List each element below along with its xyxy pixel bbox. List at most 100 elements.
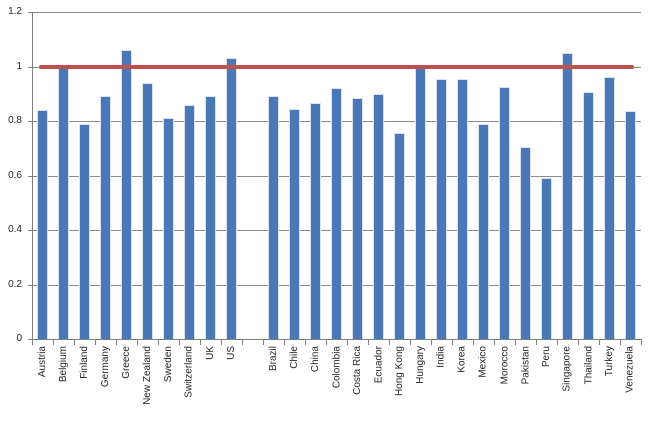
- bar: [604, 77, 615, 339]
- x-axis-label-text: New Zealand: [142, 346, 153, 405]
- x-tick: [158, 339, 159, 345]
- x-axis-label-text: Belgium: [58, 346, 69, 383]
- reference-line: [39, 65, 634, 69]
- x-axis-label: Ecuador: [372, 346, 386, 418]
- x-tick: [431, 339, 432, 345]
- x-axis-label: Hong Kong: [393, 346, 407, 418]
- x-axis-label: India: [435, 346, 449, 418]
- bar: [478, 124, 489, 339]
- x-tick: [116, 339, 117, 345]
- bar: [58, 67, 69, 339]
- y-axis-label: 1.2: [8, 6, 22, 17]
- x-axis-label-text: Venezuela: [625, 346, 636, 393]
- bar: [541, 178, 552, 339]
- x-axis-label-text: Hong Kong: [394, 346, 405, 397]
- y-axis-label: 0.8: [8, 115, 22, 126]
- x-axis-label: Brazil: [267, 346, 281, 418]
- x-tick: [53, 339, 54, 345]
- x-axis-label: Chile: [288, 346, 302, 418]
- bar: [352, 98, 363, 339]
- bar: [520, 147, 531, 339]
- x-axis-label: Belgium: [57, 346, 71, 418]
- x-tick: [263, 339, 264, 345]
- bar: [100, 96, 111, 339]
- x-axis-label-text: UK: [205, 346, 216, 360]
- bar: [436, 79, 447, 339]
- x-axis-label-text: Switzerland: [184, 346, 195, 398]
- x-tick: [284, 339, 285, 345]
- bar: [415, 68, 426, 339]
- x-axis-label: Pakistan: [519, 346, 533, 418]
- x-tick: [95, 339, 96, 345]
- x-tick: [389, 339, 390, 345]
- x-axis-label: Thailand: [582, 346, 596, 418]
- x-axis-label: China: [309, 346, 323, 418]
- bar: [625, 111, 636, 339]
- x-axis-label-text: China: [310, 346, 321, 373]
- bar: [583, 92, 594, 339]
- x-axis-line: [32, 339, 642, 340]
- x-axis-label: UK: [204, 346, 218, 418]
- bar: [226, 58, 237, 339]
- x-axis-label-text: Sweden: [163, 346, 174, 383]
- x-tick: [494, 339, 495, 345]
- x-tick: [452, 339, 453, 345]
- x-axis-label: Costa Rica: [351, 346, 365, 418]
- x-axis-label-text: Hungary: [415, 346, 426, 384]
- x-axis-label: Korea: [456, 346, 470, 418]
- x-tick: [137, 339, 138, 345]
- x-axis-label: Venezuela: [624, 346, 638, 418]
- x-axis-label: Sweden: [162, 346, 176, 418]
- x-axis-label-text: Singapore: [562, 346, 573, 392]
- y-axis-label: 0.4: [8, 224, 22, 235]
- x-axis-label-text: Thailand: [583, 346, 594, 385]
- x-tick: [578, 339, 579, 345]
- x-axis-label: Morocco: [498, 346, 512, 418]
- bar: [121, 50, 132, 339]
- x-axis-label-text: US: [226, 346, 237, 360]
- x-axis-label-text: Greece: [121, 346, 132, 379]
- x-tick: [473, 339, 474, 345]
- x-axis-label: Germany: [99, 346, 113, 418]
- x-tick: [179, 339, 180, 345]
- bar: [331, 88, 342, 339]
- x-axis-label-text: Finland: [79, 346, 90, 379]
- bar: [373, 94, 384, 339]
- x-axis-label: Mexico: [477, 346, 491, 418]
- x-axis-label-text: Ecuador: [373, 346, 384, 384]
- x-axis-label: Colombia: [330, 346, 344, 418]
- x-axis-label-text: Colombia: [331, 346, 342, 389]
- bar: [205, 96, 216, 339]
- x-tick: [74, 339, 75, 345]
- x-tick: [515, 339, 516, 345]
- x-axis-label-text: Morocco: [499, 346, 510, 385]
- x-axis-label-text: Germany: [100, 346, 111, 388]
- y-axis-label: 1: [16, 61, 22, 72]
- x-tick: [620, 339, 621, 345]
- x-tick: [200, 339, 201, 345]
- x-axis-label-text: Pakistan: [520, 346, 531, 385]
- bar: [457, 79, 468, 339]
- x-axis-label: Hungary: [414, 346, 428, 418]
- bar: [310, 103, 321, 339]
- x-axis-label-text: Costa Rica: [352, 346, 363, 395]
- bar: [163, 118, 174, 339]
- y-axis-line: [32, 12, 33, 340]
- x-axis-label-text: Austria: [37, 346, 48, 378]
- x-axis-label: Peru: [540, 346, 554, 418]
- y-axis-label: 0.2: [8, 279, 22, 290]
- x-tick: [242, 339, 243, 345]
- x-tick: [641, 339, 642, 345]
- x-axis-label: New Zealand: [141, 346, 155, 418]
- x-tick: [557, 339, 558, 345]
- x-tick: [368, 339, 369, 345]
- x-axis-label: Finland: [78, 346, 92, 418]
- x-tick: [536, 339, 537, 345]
- x-axis-label-text: India: [436, 346, 447, 368]
- x-axis-label: Switzerland: [183, 346, 197, 418]
- bar: [562, 53, 573, 339]
- bar: [142, 83, 153, 339]
- bar: [184, 105, 195, 339]
- bar: [289, 109, 300, 339]
